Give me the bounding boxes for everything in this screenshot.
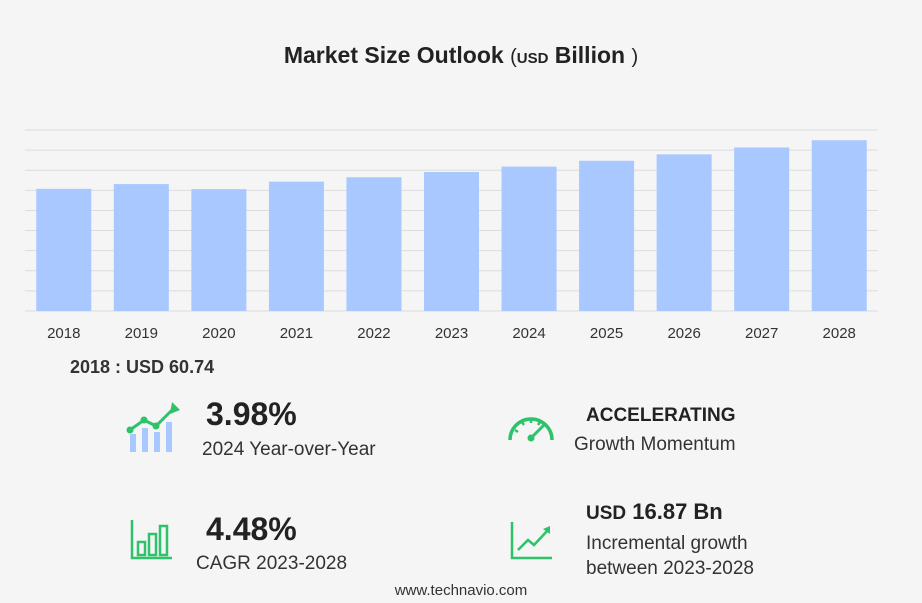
x-tick-label: 2020 [202, 325, 235, 342]
x-tick-label: 2027 [745, 325, 778, 342]
bar-2020 [191, 189, 247, 311]
x-tick-label: 2021 [280, 325, 313, 342]
x-tick-label: 2022 [357, 325, 390, 342]
x-tick-label: 2023 [435, 325, 468, 342]
market-size-bar-chart: 2018 2019 2020 2021 2022 2023 2024 2025 2026 2027… [25, 129, 878, 342]
incremental-amount: 16.87 Bn [632, 499, 723, 524]
bar-2021 [268, 181, 324, 311]
unit-close: ) [631, 46, 639, 68]
base-year-value: 2018 : USD 60.74 [70, 357, 215, 377]
bar-2028 [811, 140, 867, 311]
unit-open: ( [510, 46, 517, 68]
incremental-label-2: between 2023-2028 [586, 558, 754, 579]
bar-2023 [424, 172, 479, 311]
bar-2019 [113, 184, 169, 311]
bar-2022 [346, 177, 402, 311]
cagr-value: 4.48% [206, 511, 297, 547]
bar-2025 [579, 160, 635, 311]
unit-currency: USD [516, 50, 549, 67]
x-tick-label: 2026 [667, 325, 700, 342]
bar-2018 [36, 188, 92, 311]
yoy-label: 2024 Year-over-Year [202, 439, 376, 460]
bar-2024 [501, 166, 557, 311]
growth-chart-icon [126, 402, 180, 452]
x-tick-label: 2018 [47, 325, 80, 342]
trend-line-icon [510, 522, 552, 560]
title-main: Market Size Outlook [283, 42, 504, 68]
incremental-currency: USD [586, 503, 627, 524]
x-tick-label: 2024 [512, 325, 545, 342]
momentum-label: Growth Momentum [574, 434, 736, 455]
x-tick-label: 2028 [823, 325, 856, 342]
bar-2027 [734, 147, 790, 311]
cagr-label: CAGR 2023-2028 [196, 553, 348, 574]
bar-2026 [656, 154, 712, 311]
chart-title: Market Size Outlook (USD Billion ) [0, 42, 922, 69]
bar-chart-icon [130, 520, 172, 560]
incremental-label-1: Incremental growth [586, 533, 748, 554]
incremental-value: USD 16.87 Bn [586, 499, 723, 525]
speedometer-icon [508, 417, 554, 442]
momentum-head: ACCELERATING [586, 405, 736, 426]
x-tick-label: 2025 [590, 325, 623, 342]
unit-scale: Billion [554, 42, 626, 68]
yoy-value: 3.98% [206, 396, 297, 432]
source-footer: www.technavio.com [394, 582, 528, 599]
x-tick-label: 2019 [125, 325, 158, 342]
